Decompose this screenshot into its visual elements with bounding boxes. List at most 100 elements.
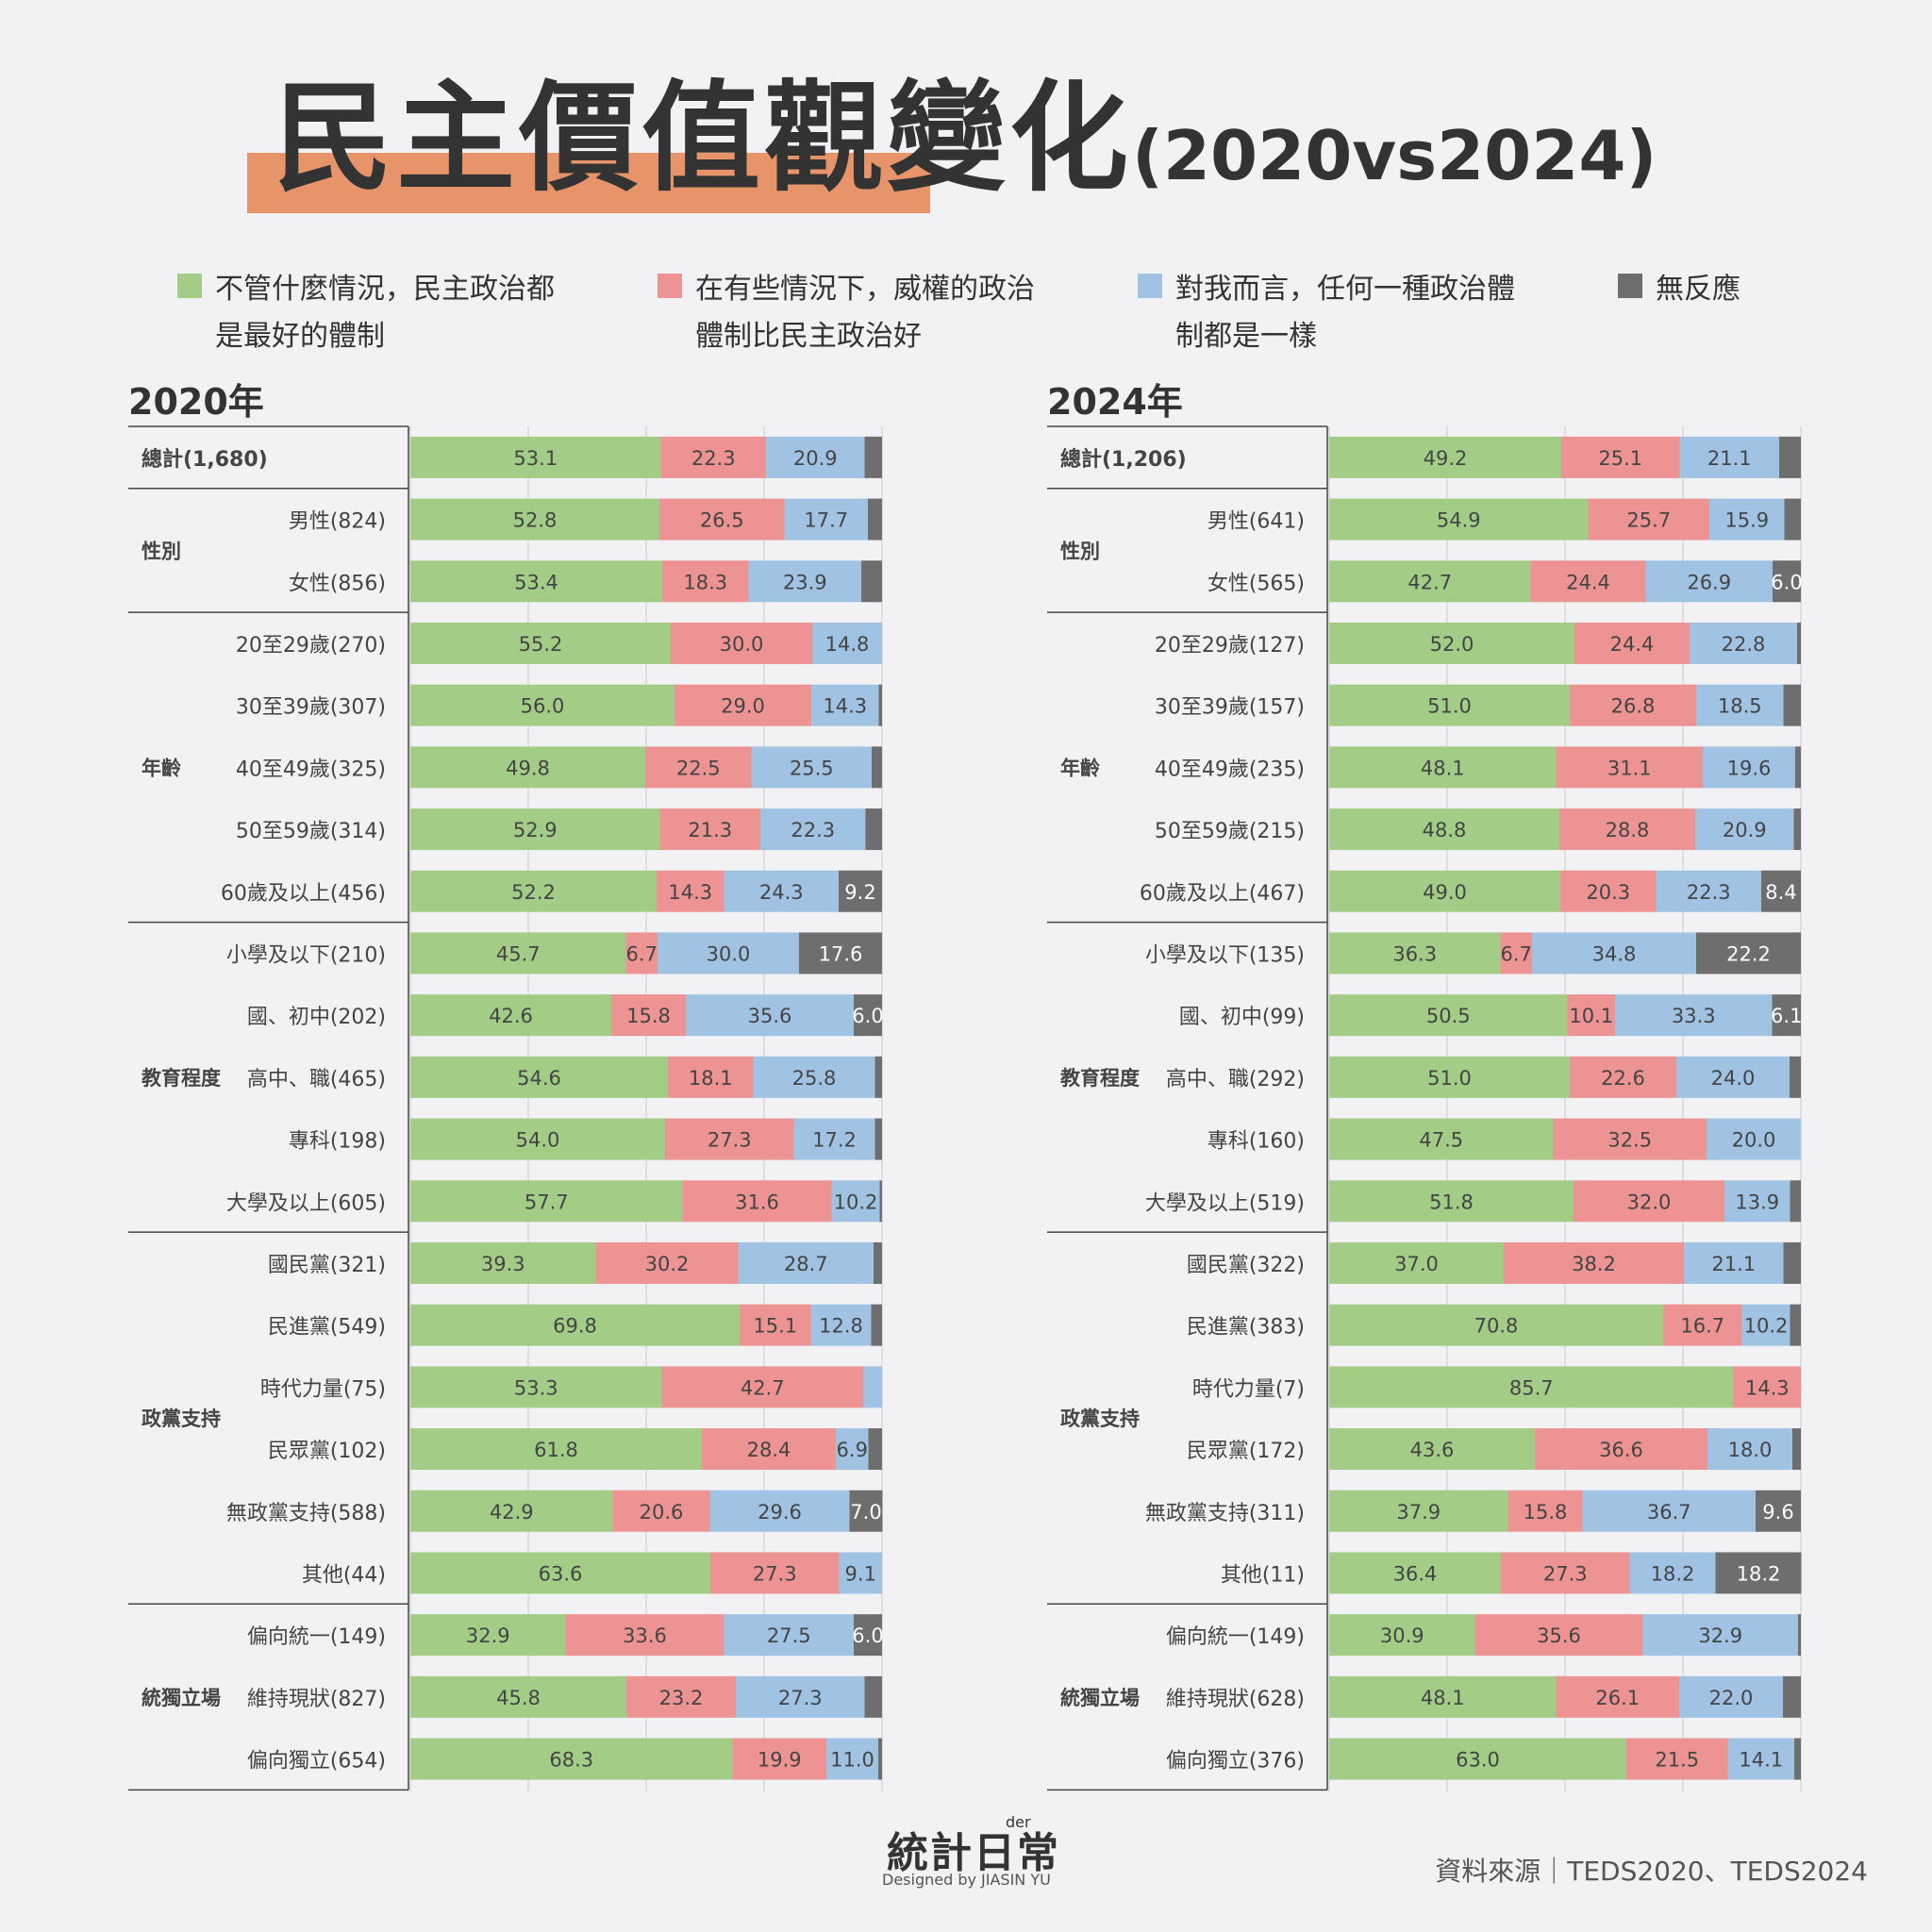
data-label: 25.1 [1598, 447, 1642, 470]
bar-segment [1329, 622, 1574, 664]
data-label: 14.8 [825, 633, 870, 656]
bar-segment [657, 870, 724, 912]
row-label: 總計(1,206) [1060, 447, 1187, 472]
bar-segment [1761, 870, 1801, 912]
bar-segment [878, 1738, 882, 1780]
bar-segment [709, 1490, 850, 1532]
bar-segment [1797, 622, 1801, 664]
row-label: 時代力量(75) [260, 1377, 386, 1401]
bar-segment [839, 1552, 882, 1594]
bar-segment [671, 622, 812, 664]
row-label: 無政黨支持(588) [226, 1502, 386, 1525]
data-label: 31.6 [735, 1191, 779, 1213]
data-label: 55.2 [519, 633, 563, 656]
data-label: 36.3 [1392, 942, 1437, 965]
data-label: 54.9 [1437, 509, 1481, 532]
title-highlight [247, 153, 930, 213]
data-label: 70.8 [1474, 1315, 1519, 1338]
bar-segment [1676, 1056, 1790, 1098]
row-label: 民眾黨(172) [1187, 1440, 1305, 1463]
bar-segment [811, 684, 879, 726]
legend-label: 無反應 [1656, 273, 1740, 306]
legend-item-no-response: 無反應 [1618, 266, 1740, 313]
legend-label: 在有些情況下，威權的政治 體制比民主政治好 [695, 273, 1035, 353]
bar-segment [625, 932, 658, 974]
bar-segment [1507, 1490, 1583, 1532]
bar-segment [1645, 560, 1773, 603]
data-label: 6.0 [852, 1005, 883, 1027]
data-label: 30.2 [645, 1253, 690, 1275]
bar-segment [1500, 932, 1532, 974]
bar-segment [410, 932, 626, 974]
bar-segment [1684, 1241, 1784, 1284]
row-label: 50至59歲(314) [236, 820, 386, 843]
data-label: 38.2 [1572, 1253, 1616, 1275]
data-label: 14.1 [1739, 1749, 1783, 1772]
data-label: 18.3 [683, 571, 727, 593]
bar-segment [565, 1614, 724, 1657]
legend-item-no-difference: 對我而言，任何一種政治體 制都是一樣 [1138, 266, 1515, 360]
designer-credit: Designed by JIASIN YU [882, 1871, 1051, 1889]
data-label: 10.1 [1569, 1005, 1613, 1027]
bar-segment [1626, 1738, 1728, 1780]
row-label: 專科(198) [289, 1130, 386, 1154]
bar-segment [854, 1614, 882, 1657]
data-label: 14.3 [823, 695, 867, 718]
bar-segment [659, 498, 785, 541]
bar-segment [1792, 1428, 1801, 1471]
row-label: 民進黨(383) [1187, 1316, 1305, 1340]
data-label: 36.6 [1599, 1439, 1643, 1461]
bar-segment [751, 746, 872, 789]
data-label: 61.8 [534, 1439, 578, 1461]
data-label: 48.1 [1421, 1687, 1465, 1709]
bar-segment [1707, 1118, 1801, 1160]
data-label: 26.8 [1611, 695, 1656, 718]
bar-segment [1790, 1180, 1801, 1223]
data-label: 18.5 [1718, 695, 1762, 718]
data-label: 18.2 [1651, 1562, 1695, 1585]
row-label: 20至29歲(270) [236, 634, 386, 658]
data-label: 15.8 [626, 1005, 671, 1027]
data-label: 15.9 [1724, 509, 1769, 532]
bar-segment [1532, 932, 1696, 974]
bar-segment [736, 1675, 865, 1718]
data-label: 45.7 [496, 942, 541, 965]
bar-segment [738, 1241, 874, 1284]
data-label: 21.1 [1707, 447, 1752, 470]
bar-segment [1329, 1614, 1475, 1657]
data-label: 25.5 [790, 757, 834, 779]
group-label: 性別 [1060, 540, 1100, 562]
data-label: 52.8 [513, 509, 558, 532]
legend-swatch [1618, 274, 1642, 298]
bar-segment [410, 808, 660, 851]
bar-segment [410, 994, 611, 1037]
bar-segment [410, 1675, 626, 1718]
row-label: 總計(1,680) [142, 447, 268, 472]
bar-segment [410, 1056, 668, 1098]
data-label: 19.9 [758, 1749, 802, 1772]
row-label: 偏向統一(149) [1166, 1625, 1305, 1649]
data-label: 29.6 [758, 1501, 802, 1524]
bar-segment [1329, 1056, 1570, 1098]
bar-segment [849, 1490, 883, 1532]
bar-segment [1329, 560, 1531, 603]
row-label: 偏向獨立(376) [1166, 1750, 1305, 1774]
group-label: 政黨支持 [142, 1407, 221, 1430]
data-label: 22.3 [691, 447, 736, 470]
bar-segment [410, 1614, 566, 1657]
data-label: 37.9 [1396, 1501, 1441, 1524]
bar-segment [410, 436, 661, 478]
row-label: 國民黨(322) [1187, 1254, 1305, 1277]
group-label: 統獨立場 [142, 1687, 221, 1709]
data-label: 32.9 [466, 1624, 510, 1647]
bar-segment [753, 1056, 875, 1098]
data-label: 35.6 [1537, 1624, 1581, 1647]
data-label: 10.2 [834, 1191, 878, 1213]
data-label: 14.3 [1745, 1376, 1790, 1399]
bar-segment [661, 1366, 863, 1408]
data-label: 56.0 [521, 695, 565, 718]
bar-segment [1556, 1675, 1679, 1718]
data-label: 49.8 [506, 757, 550, 779]
page-title: 民主價值觀變化(2020vs2024) [274, 68, 1657, 226]
row-label: 民進黨(549) [268, 1316, 386, 1340]
